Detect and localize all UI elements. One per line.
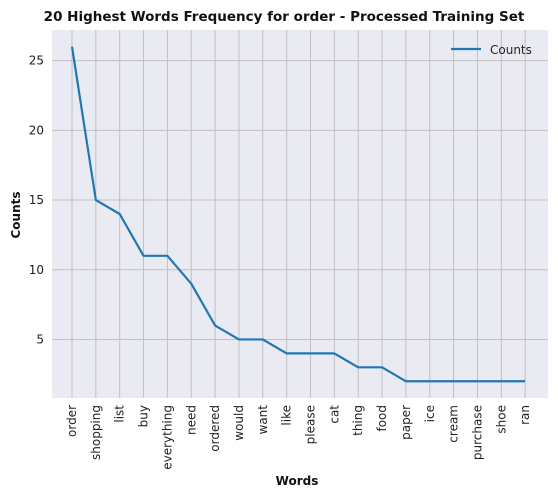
- plot-area: [52, 30, 548, 398]
- x-tick-label: shopping: [89, 405, 103, 460]
- x-tick-label: food: [375, 405, 389, 432]
- x-tick-label: ran: [518, 405, 532, 425]
- y-tick-label: 20: [29, 123, 44, 137]
- x-tick-label: cat: [327, 405, 341, 424]
- grid-lines: [52, 30, 548, 398]
- x-tick-label: everything: [160, 405, 174, 470]
- legend: Counts: [451, 43, 532, 57]
- x-tick-label: want: [256, 405, 270, 435]
- y-tick-label: 15: [29, 193, 44, 207]
- series-line-counts: [70, 46, 526, 383]
- x-tick-label: thing: [351, 405, 365, 436]
- x-tick-labels: order shopping list buy everything need ordere…: [65, 405, 532, 470]
- y-axis-label: Counts: [9, 191, 23, 238]
- x-tick-label: ice: [423, 405, 437, 422]
- y-tick-label: 5: [36, 332, 44, 346]
- x-tick-label: paper: [399, 405, 413, 440]
- x-tick-label: purchase: [470, 405, 484, 460]
- x-tick-label: ordered: [208, 405, 222, 452]
- chart-title: 20 Highest Words Frequency for order - P…: [44, 9, 525, 25]
- y-tick-labels: 5 10 15 20 25: [29, 54, 44, 347]
- y-tick-label: 25: [29, 54, 44, 68]
- x-tick-label: order: [65, 405, 79, 437]
- legend-label-counts: Counts: [490, 43, 532, 57]
- x-tick-label: need: [184, 405, 198, 435]
- x-axis-label: Words: [276, 474, 319, 488]
- x-tick-label: would: [232, 405, 246, 441]
- x-tick-label: shoe: [494, 405, 508, 434]
- x-tick-label: list: [113, 405, 127, 423]
- y-tick-label: 10: [29, 263, 44, 277]
- x-tick-label: like: [280, 405, 294, 426]
- x-tick-label: please: [304, 405, 318, 444]
- x-tick-label: buy: [137, 405, 151, 427]
- x-tick-label: cream: [447, 405, 461, 443]
